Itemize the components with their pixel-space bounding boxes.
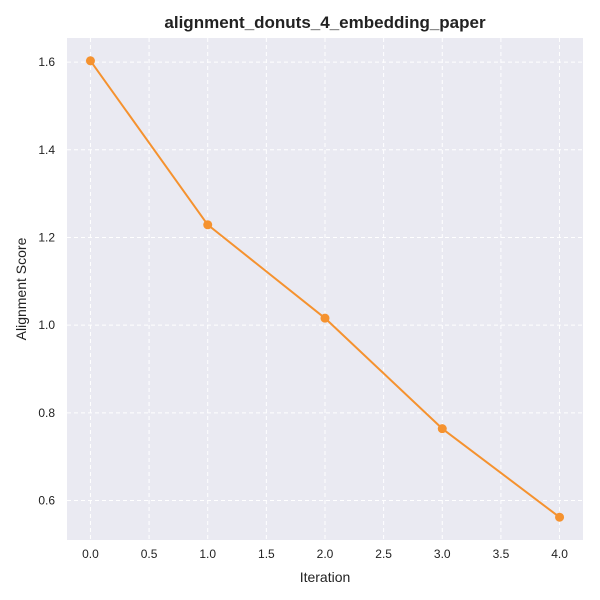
- plot-area: [67, 38, 583, 540]
- data-point: [320, 313, 330, 323]
- x-tick-label: 1.0: [199, 547, 216, 561]
- x-tick-label: 3.0: [434, 547, 451, 561]
- y-tick-label: 1.4: [38, 143, 55, 157]
- x-tick-label: 2.0: [317, 547, 334, 561]
- x-tick-label: 2.5: [375, 547, 392, 561]
- y-tick-label: 0.8: [38, 406, 55, 420]
- data-point: [85, 56, 95, 66]
- data-point: [555, 512, 565, 522]
- y-tick-label: 0.6: [38, 494, 55, 508]
- data-point: [437, 424, 447, 434]
- tick-layer: 0.0 0.5 1.0 1.5 2.0 2.5 3.0 3.5 4.0 0.6 0.8 1.0 1.2 1…: [38, 55, 568, 561]
- x-tick-label: 1.5: [258, 547, 275, 561]
- y-tick-label: 1.2: [38, 230, 55, 244]
- x-tick-label: 0.0: [82, 547, 99, 561]
- x-axis-label: Iteration: [300, 569, 351, 585]
- x-tick-label: 0.5: [141, 547, 158, 561]
- y-tick-label: 1.6: [38, 55, 55, 69]
- x-tick-label: 4.0: [551, 547, 568, 561]
- data-point: [203, 220, 213, 230]
- series-layer: [85, 56, 565, 522]
- y-tick-label: 1.0: [38, 318, 55, 332]
- chart-title: alignment_donuts_4_embedding_paper: [164, 13, 486, 32]
- y-axis-label: Alignment Score: [13, 237, 29, 340]
- x-tick-label: 3.5: [493, 547, 510, 561]
